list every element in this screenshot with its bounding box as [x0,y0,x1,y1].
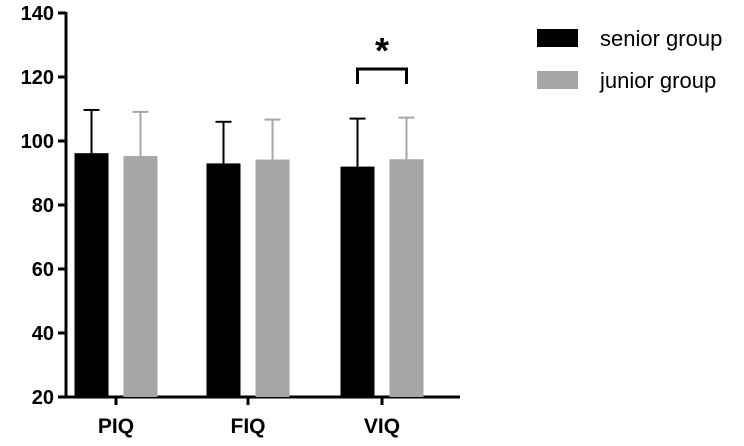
bar-junior-group-fiq [255,159,290,397]
y-axis: 20 40 60 80 100 120 140 [21,3,68,409]
bar-junior-group-piq [123,156,158,397]
significance-star-viq: * [375,30,389,71]
y-tick-label-140: 140 [21,3,54,25]
bar-senior-group-piq [74,153,109,397]
error-bar-senior-group-piq [83,108,100,154]
bars [74,108,424,397]
y-tick-label-60: 60 [32,259,54,281]
bar-senior-group-fiq [206,163,241,397]
y-tick-label-80: 80 [32,195,54,217]
y-tick-label-40: 40 [32,323,54,345]
bar-junior-group-viq [389,159,424,397]
x-axis: PIQ FIQ VIQ [64,395,460,438]
error-bar-junior-group-fiq [264,118,281,160]
x-tick-label-fiq: FIQ [231,415,266,438]
x-tick-label-viq: VIQ [364,415,400,438]
legend-swatch-senior-group [537,29,578,47]
bar-senior-group-viq [340,166,375,397]
error-bar-junior-group-viq [398,116,415,160]
y-tick-label-120: 120 [21,67,54,89]
y-tick-label-100: 100 [21,131,54,153]
significance-bracket-viq [356,67,408,84]
legend-swatch-junior-group [537,71,578,89]
error-bar-senior-group-viq [349,117,366,167]
legend-label-senior-group: senior group [600,26,722,51]
error-bar-junior-group-piq [132,110,149,157]
annotations: * [356,30,408,84]
legend: senior group junior group [537,26,722,93]
error-bar-senior-group-fiq [215,120,232,164]
legend-label-junior-group: junior group [599,68,716,93]
y-tick-label-20: 20 [32,387,54,409]
x-tick-label-piq: PIQ [98,415,134,438]
